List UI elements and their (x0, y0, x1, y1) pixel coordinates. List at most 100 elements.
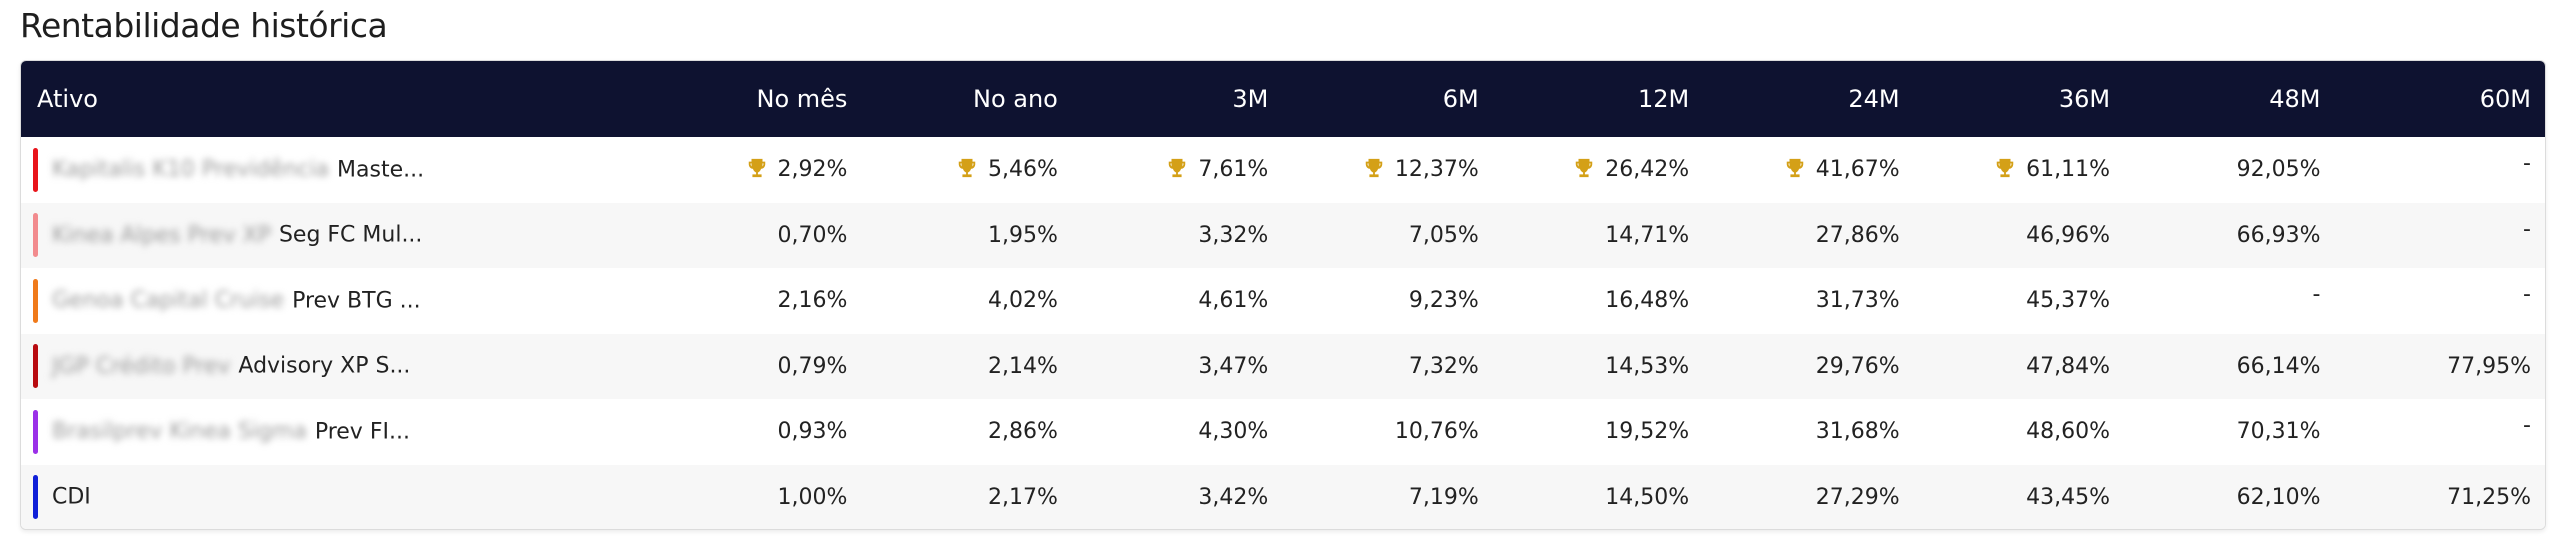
trophy-icon (1166, 157, 1188, 179)
value-text: 31,73% (1815, 288, 1900, 314)
value-cell: 31,73% (1703, 268, 1913, 334)
value-cell: - (2335, 137, 2546, 203)
column-header-48m[interactable]: 48M (2269, 85, 2321, 113)
value-text: 46,96% (2026, 222, 2111, 248)
trophy-icon (1784, 157, 1806, 179)
value-text: 2,16% (777, 288, 848, 314)
asset-cell[interactable]: JGP Crédito Prev Advisory XP S... (21, 334, 651, 400)
column-header-12m[interactable]: 12M (1637, 85, 1690, 113)
value-cell: 62,10% (2124, 465, 2334, 530)
value-text: 0,79% (777, 353, 848, 379)
asset-name: Maste... (337, 157, 425, 183)
value-cell: 0,70% (651, 203, 861, 269)
value-cell: 31,68% (1703, 399, 1913, 465)
table-row[interactable]: CDI 1,00% 2,17% 3,42% 7,19% 14,50% 27,29% 43,45… (21, 464, 2546, 530)
value-cell: 43,45% (1914, 465, 2124, 530)
column-header-ativo[interactable]: Ativo (37, 85, 98, 113)
value-text: 27,86% (1815, 222, 1900, 248)
value-cell: 46,96% (1914, 203, 2124, 269)
column-header-6m[interactable]: 6M (1442, 85, 1479, 113)
value-cell: 71,25% (2335, 465, 2546, 530)
value-cell: 77,95% (2335, 334, 2546, 400)
value-text: 27,29% (1815, 484, 1900, 510)
asset-name: Seg FC Mul... (278, 222, 423, 248)
value-text: 45,37% (2026, 288, 2111, 314)
value-text: 2,86% (987, 419, 1058, 445)
asset-name: Advisory XP S... (238, 353, 411, 379)
value-text: 0,70% (777, 222, 848, 248)
value-cell: 61,11% (1914, 137, 2124, 203)
value-text: 48,60% (2026, 419, 2111, 445)
trophy-icon (1994, 157, 2016, 179)
value-text: 92,05% (2236, 157, 2321, 183)
value-cell: 14,53% (1493, 334, 1703, 400)
column-header-no-mes[interactable]: No mês (756, 85, 848, 113)
value-text: 2,14% (987, 353, 1058, 379)
value-cell: 3,47% (1072, 334, 1282, 400)
value-text: 41,67% (1815, 157, 1900, 183)
table-row[interactable]: Brasilprev Kinea Sigma Prev FI... 0,93% 2,8… (21, 399, 2545, 465)
value-text: 29,76% (1815, 353, 1900, 379)
asset-cell[interactable]: Kinea Alpes Prev XP Seg FC Mul... (21, 203, 651, 269)
value-text: 77,95% (2447, 353, 2531, 379)
value-cell: 1,95% (861, 203, 1071, 269)
column-header-36m[interactable]: 36M (2058, 85, 2111, 113)
value-cell: 2,17% (861, 465, 1071, 530)
value-text: 26,42% (1605, 157, 1690, 183)
trophy-icon (956, 157, 978, 179)
value-text: 10,76% (1394, 419, 1479, 445)
value-cell: 2,86% (861, 399, 1071, 465)
asset-cell[interactable]: Genoa Capital Cruise Prev BTG ... (21, 268, 651, 334)
asset-cell[interactable]: CDI (21, 465, 651, 530)
value-cell: 41,67% (1703, 137, 1913, 203)
value-cell: - (2124, 268, 2334, 334)
table-row[interactable]: JGP Crédito Prev Advisory XP S... 0,79% 2,1… (21, 333, 2546, 400)
value-text: 4,61% (1198, 288, 1269, 314)
value-text: 1,00% (777, 484, 848, 510)
value-cell: 45,37% (1914, 268, 2124, 334)
value-text: 61,11% (2026, 157, 2111, 183)
value-cell: 66,93% (2124, 203, 2334, 269)
value-cell: 14,71% (1493, 203, 1703, 269)
value-cell: 2,16% (651, 268, 861, 334)
value-text: - (2523, 151, 2531, 177)
value-cell: 0,79% (651, 334, 861, 400)
value-text: 2,17% (987, 484, 1058, 510)
trophy-icon (746, 157, 768, 179)
asset-cell[interactable]: Brasilprev Kinea Sigma Prev FI... (21, 399, 651, 465)
value-text: 62,10% (2236, 484, 2321, 510)
series-color-bar (33, 147, 38, 192)
asset-name-redacted: Brasilprev Kinea Sigma (52, 419, 307, 445)
value-text: 7,61% (1198, 157, 1269, 183)
value-cell: 12,37% (1282, 137, 1492, 203)
value-cell: 3,32% (1072, 203, 1282, 269)
value-text: 66,14% (2236, 353, 2321, 379)
series-color-bar (33, 213, 38, 258)
value-cell: 19,52% (1493, 399, 1703, 465)
column-header-no-ano[interactable]: No ano (973, 85, 1058, 113)
value-text: 9,23% (1408, 288, 1479, 314)
value-text: 7,19% (1408, 484, 1479, 510)
value-cell: - (2335, 399, 2546, 465)
series-color-bar (33, 344, 38, 389)
value-cell: 7,61% (1072, 137, 1282, 203)
value-text: 7,32% (1408, 353, 1479, 379)
asset-cell[interactable]: Kapitalis K10 Previdência Maste... (21, 137, 651, 203)
value-text: 5,46% (987, 157, 1058, 183)
column-header-24m[interactable]: 24M (1848, 85, 1900, 113)
value-cell: 70,31% (2124, 399, 2334, 465)
value-text: 4,02% (987, 288, 1058, 314)
asset-name-redacted: Kinea Alpes Prev XP (52, 222, 271, 248)
value-text: - (2523, 413, 2531, 439)
column-header-60m[interactable]: 60M (2479, 85, 2531, 113)
table-row[interactable]: Genoa Capital Cruise Prev BTG ... 2,16% 4,0… (21, 268, 2545, 334)
table-row[interactable]: Kapitalis K10 Previdência Maste... 2,92% 5,… (21, 137, 2545, 203)
value-text: - (2523, 216, 2531, 242)
value-text: 47,84% (2026, 353, 2111, 379)
value-cell: 9,23% (1282, 268, 1492, 334)
performance-table: Ativo No mês No ano 3M 6M 12M 24M 36M 48… (21, 61, 2546, 530)
table-row[interactable]: Kinea Alpes Prev XP Seg FC Mul... 0,70% 1,9… (21, 202, 2545, 269)
value-cell: 26,42% (1493, 137, 1703, 203)
value-cell: 0,93% (651, 399, 861, 465)
column-header-3m[interactable]: 3M (1232, 85, 1269, 113)
